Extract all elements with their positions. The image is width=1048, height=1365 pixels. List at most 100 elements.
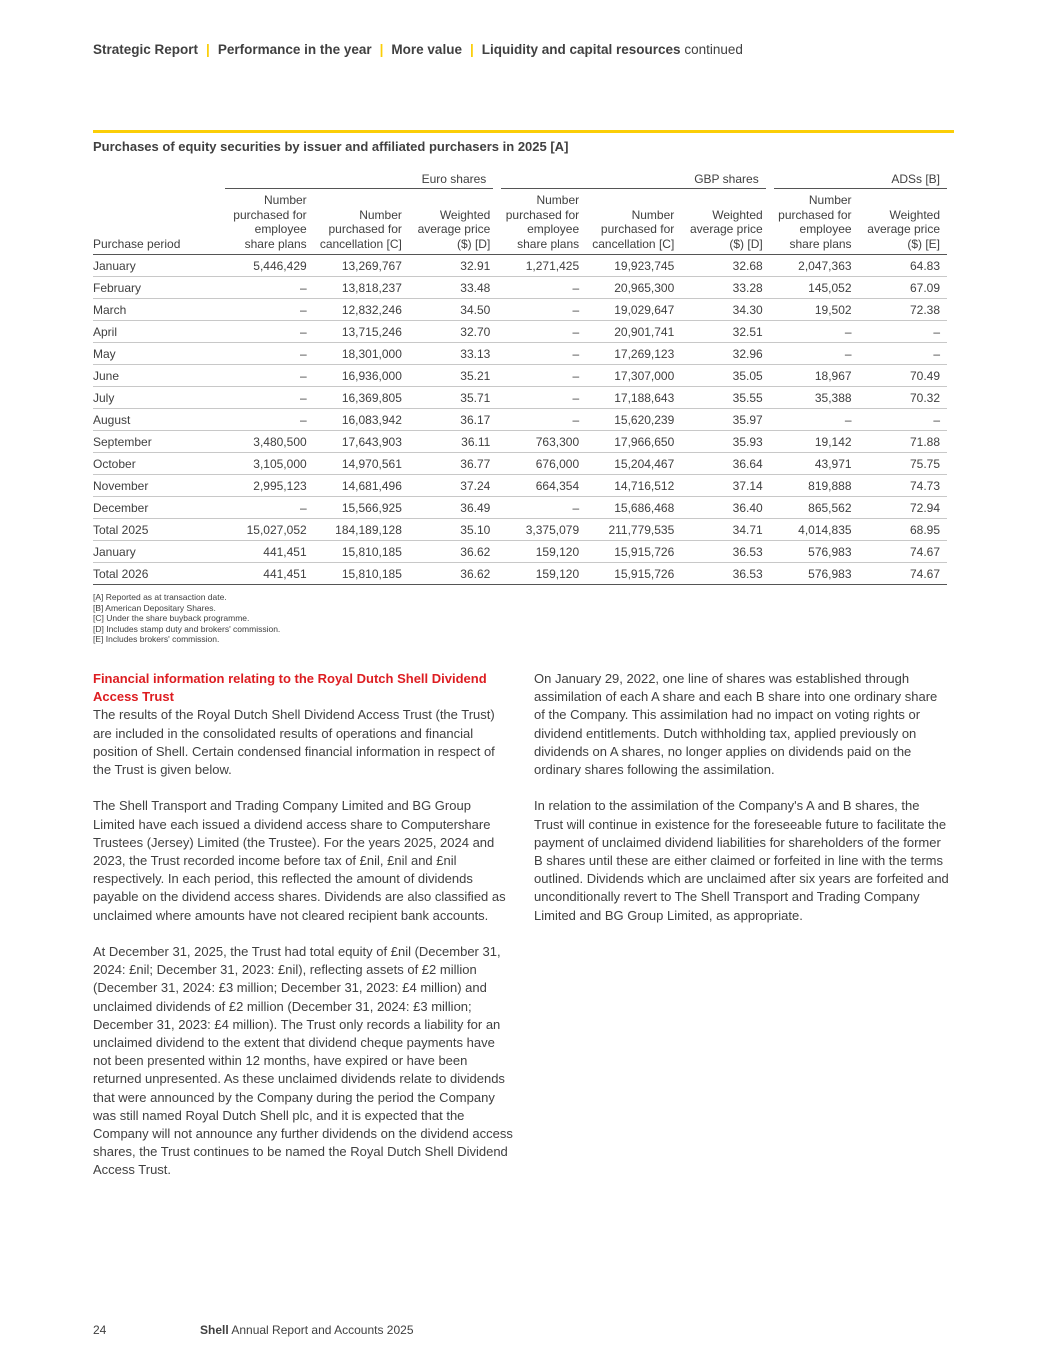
cell: – (497, 408, 587, 431)
cell: 15,915,726 (586, 562, 682, 585)
cell: 36.53 (681, 540, 770, 563)
paragraph: At December 31, 2025, the Trust had tota… (93, 944, 513, 1178)
group-header: Euro shares (224, 166, 498, 189)
cell: 145,052 (769, 276, 859, 299)
cell: 159,120 (497, 562, 587, 585)
table-row: July –16,369,805 35.71–17,188,643 35.55 35,3… (93, 386, 947, 409)
cell: – (497, 298, 587, 321)
cell: 3,480,500 (224, 430, 314, 453)
cell: 36.53 (681, 562, 770, 585)
cell: – (858, 342, 947, 365)
cell: – (858, 408, 947, 431)
cell: 35.21 (408, 364, 498, 387)
cell: 37.24 (408, 474, 498, 497)
blank (93, 166, 225, 189)
cell: 74.67 (858, 562, 947, 585)
cell: 1,271,425 (497, 254, 587, 277)
cell: – (769, 342, 859, 365)
cell: 15,204,467 (586, 452, 682, 475)
cell: 36.49 (408, 496, 498, 519)
column-header: Weighted average price ($) [E] (858, 188, 947, 255)
breadcrumb-item[interactable]: Strategic Report (93, 42, 199, 57)
column-header: Number purchased for cancellation [C] (586, 188, 682, 255)
cell: 32.70 (408, 320, 498, 343)
cell: 35.55 (681, 386, 770, 409)
cell: 5,446,429 (224, 254, 314, 277)
column-header: Number purchased for employee share plan… (224, 188, 314, 255)
cell: 211,779,535 (586, 518, 682, 541)
breadcrumb-item[interactable]: Liquidity and capital resources (481, 42, 681, 57)
cell: – (497, 496, 587, 519)
cell: 15,810,185 (313, 562, 409, 585)
cell: 35,388 (769, 386, 859, 409)
cell: 17,188,643 (586, 386, 682, 409)
table-title: Purchases of equity securities by issuer… (93, 139, 569, 154)
cell: 15,027,052 (224, 518, 314, 541)
row-label: December (93, 496, 225, 519)
row-label: Total 2026 (93, 562, 225, 585)
cell: – (769, 320, 859, 343)
cell: 35.71 (408, 386, 498, 409)
cell: 2,995,123 (224, 474, 314, 497)
cell: 70.32 (858, 386, 947, 409)
table-row: September 3,480,500 17,643,903 36.11 763,300… (93, 430, 947, 453)
breadcrumb-item[interactable]: More value (391, 42, 462, 57)
cell: 36.40 (681, 496, 770, 519)
row-label: February (93, 276, 225, 299)
cell: 71.88 (858, 430, 947, 453)
cell: 36.64 (681, 452, 770, 475)
paragraph: On January 29, 2022, one line of shares … (534, 671, 938, 778)
cell: 819,888 (769, 474, 859, 497)
cell: 33.28 (681, 276, 770, 299)
cell: – (224, 364, 314, 387)
cell: 13,269,767 (313, 254, 409, 277)
footnote: [C] Under the share buyback programme. (93, 613, 250, 623)
cell: 16,936,000 (313, 364, 409, 387)
column-header: Number purchased for employee share plan… (769, 188, 859, 255)
cell: 34.50 (408, 298, 498, 321)
cell: 43,971 (769, 452, 859, 475)
separator: | (379, 42, 384, 57)
cell: 20,901,741 (586, 320, 682, 343)
cell: 74.73 (858, 474, 947, 497)
cell: 16,369,805 (313, 386, 409, 409)
cell: 34.71 (681, 518, 770, 541)
purchases-table: Euro shares GBP shares ADSs [B] Purchase… (93, 166, 947, 585)
table-row: Total 2026 441,451 15,810,185 36.62 159,120 1… (93, 562, 947, 585)
row-label: May (93, 342, 225, 365)
cell: 64.83 (858, 254, 947, 277)
row-label: January (93, 540, 225, 563)
cell: 17,307,000 (586, 364, 682, 387)
column-header: Purchase period (93, 188, 225, 255)
cell: 12,832,246 (313, 298, 409, 321)
row-label: October (93, 452, 225, 475)
cell: 676,000 (497, 452, 587, 475)
row-label: April (93, 320, 225, 343)
row-label: January (93, 254, 225, 277)
cell: 19,502 (769, 298, 859, 321)
cell: 35.93 (681, 430, 770, 453)
cell: 37.14 (681, 474, 770, 497)
footer-title: Shell Annual Report and Accounts 2025 (200, 1323, 414, 1337)
footnote: [D] Includes stamp duty and brokers' com… (93, 623, 281, 634)
cell: 35.97 (681, 408, 770, 431)
cell: 14,681,496 (313, 474, 409, 497)
section-rule (93, 130, 954, 133)
cell: 184,189,128 (313, 518, 409, 541)
cell: 664,354 (497, 474, 587, 497)
row-label: July (93, 386, 225, 409)
table-row: October 3,105,000 14,970,561 36.77 676,000 15… (93, 452, 947, 475)
table-row: November 2,995,123 14,681,496 37.24 664,354 1… (93, 474, 947, 497)
cell: 32.51 (681, 320, 770, 343)
breadcrumb-item[interactable]: Performance in the year (217, 42, 372, 57)
cell: – (224, 298, 314, 321)
cell: 18,301,000 (313, 342, 409, 365)
cell: 576,983 (769, 562, 859, 585)
brand: Shell (200, 1323, 229, 1337)
cell: 17,643,903 (313, 430, 409, 453)
cell: 576,983 (769, 540, 859, 563)
cell: 32.68 (681, 254, 770, 277)
cell: 70.49 (858, 364, 947, 387)
footnote: [E] Includes brokers' commission. (93, 634, 220, 644)
